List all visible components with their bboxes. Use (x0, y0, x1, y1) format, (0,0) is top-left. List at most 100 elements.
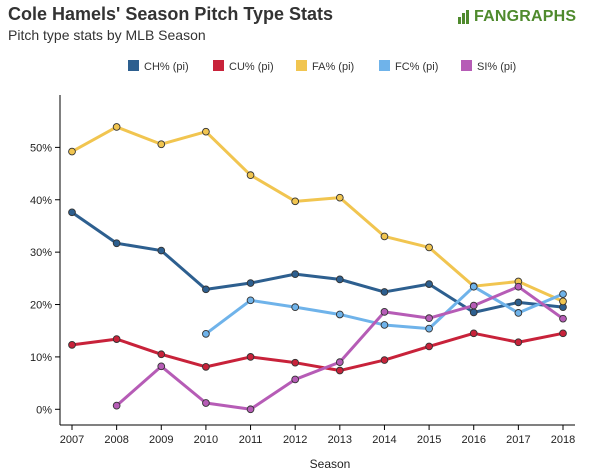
data-point[interactable] (157, 350, 166, 359)
legend-swatch (128, 60, 139, 71)
legend-item[interactable]: CH% (pi) (128, 60, 189, 73)
data-point[interactable] (335, 358, 344, 366)
chart-axes: 0% 10% 20% 30% 40% 50% 2007 2008 2009 2010 2011 201… (30, 95, 575, 446)
x-tick-label: 2013 (328, 434, 352, 446)
data-point[interactable] (425, 314, 433, 322)
y-tick-label: 0% (36, 404, 52, 416)
series (68, 208, 567, 317)
data-point[interactable] (246, 405, 255, 414)
legend-swatch (379, 60, 390, 71)
data-point[interactable] (559, 290, 567, 298)
data-point[interactable] (157, 140, 166, 149)
legend-swatch (296, 60, 307, 71)
x-tick-label: 2015 (417, 434, 441, 446)
data-point[interactable] (157, 246, 166, 255)
legend-swatch (213, 60, 224, 71)
series-line (115, 285, 565, 411)
data-point[interactable] (514, 338, 523, 347)
data-point[interactable] (469, 301, 478, 310)
x-tick-label: 2009 (149, 434, 173, 446)
x-tick-label: 2011 (239, 434, 263, 446)
data-point[interactable] (514, 282, 523, 291)
data-point[interactable] (202, 330, 210, 338)
data-point[interactable] (68, 147, 76, 156)
data-point[interactable] (425, 280, 433, 288)
x-tick-label: 2014 (372, 434, 396, 446)
data-point[interactable] (380, 288, 389, 296)
data-point[interactable] (469, 282, 478, 291)
data-point[interactable] (68, 208, 76, 217)
y-tick-label: 20% (30, 300, 52, 312)
data-point[interactable] (469, 329, 478, 338)
data-point[interactable] (291, 358, 300, 367)
data-point[interactable] (380, 356, 389, 364)
chart-title: Cole Hamels' Season Pitch Type Stats (8, 4, 334, 24)
legend-item[interactable]: FA% (pi) (296, 60, 354, 73)
y-tick-label: 50% (30, 142, 52, 154)
data-point[interactable] (112, 335, 121, 343)
chart-subtitle: Pitch type stats by MLB Season (8, 27, 206, 43)
data-point[interactable] (291, 303, 300, 311)
series-line (70, 125, 565, 303)
data-point[interactable] (291, 270, 300, 278)
data-point[interactable] (559, 329, 567, 338)
y-tick-label: 30% (30, 247, 52, 259)
series-line (70, 331, 565, 373)
data-point[interactable] (112, 401, 121, 410)
legend-item[interactable]: FC% (pi) (379, 60, 438, 73)
data-point[interactable] (112, 239, 121, 248)
data-point[interactable] (425, 243, 433, 252)
x-tick-label: 2008 (104, 434, 128, 446)
legend-label: FC% (pi) (395, 61, 438, 73)
data-point[interactable] (425, 324, 433, 333)
data-point[interactable] (335, 275, 344, 284)
fangraphs-logo-text: FANGRAPHS (474, 8, 577, 25)
x-axis-title: Season (310, 457, 351, 471)
data-point[interactable] (246, 171, 255, 179)
data-point[interactable] (559, 314, 567, 323)
x-tick-label: 2010 (194, 434, 218, 446)
data-point[interactable] (202, 127, 210, 136)
data-point[interactable] (469, 308, 478, 317)
data-point[interactable] (291, 375, 300, 384)
legend-item[interactable]: CU% (pi) (213, 60, 274, 73)
data-point[interactable] (157, 362, 166, 371)
data-point[interactable] (335, 366, 344, 375)
data-point[interactable] (112, 123, 121, 131)
x-tick-label: 2012 (283, 434, 307, 446)
data-point[interactable] (335, 193, 344, 202)
x-tick-label: 2007 (60, 434, 84, 446)
legend-label: FA% (pi) (312, 61, 354, 73)
x-tick-label: 2017 (506, 434, 530, 446)
data-point[interactable] (291, 197, 300, 206)
data-point[interactable] (559, 297, 567, 306)
x-tick-label: 2018 (551, 434, 575, 446)
data-point[interactable] (202, 285, 210, 294)
data-point[interactable] (514, 309, 523, 317)
data-point[interactable] (68, 341, 76, 349)
series (112, 282, 567, 414)
data-point[interactable] (335, 310, 344, 319)
legend-swatch (461, 60, 472, 71)
data-point[interactable] (425, 342, 433, 351)
data-point[interactable] (246, 296, 255, 305)
data-point[interactable] (380, 321, 389, 329)
series (68, 329, 567, 375)
data-point[interactable] (380, 308, 389, 316)
data-point[interactable] (380, 232, 389, 241)
legend-label: CH% (pi) (144, 61, 189, 73)
data-point[interactable] (514, 298, 523, 307)
legend-label: SI% (pi) (477, 61, 516, 73)
series-line (70, 210, 565, 314)
data-point[interactable] (246, 279, 255, 287)
chart-legend[interactable]: CH% (pi) CU% (pi) FA% (pi) FC% (pi) SI% (pi) (128, 60, 516, 73)
series (202, 282, 567, 338)
data-point[interactable] (202, 399, 210, 407)
y-tick-label: 40% (30, 195, 52, 207)
y-tick-label: 10% (30, 352, 52, 364)
fangraphs-logo[interactable]: FANGRAPHS (458, 8, 576, 26)
data-point[interactable] (246, 353, 255, 361)
legend-item[interactable]: SI% (pi) (461, 60, 516, 73)
data-point[interactable] (202, 363, 210, 371)
